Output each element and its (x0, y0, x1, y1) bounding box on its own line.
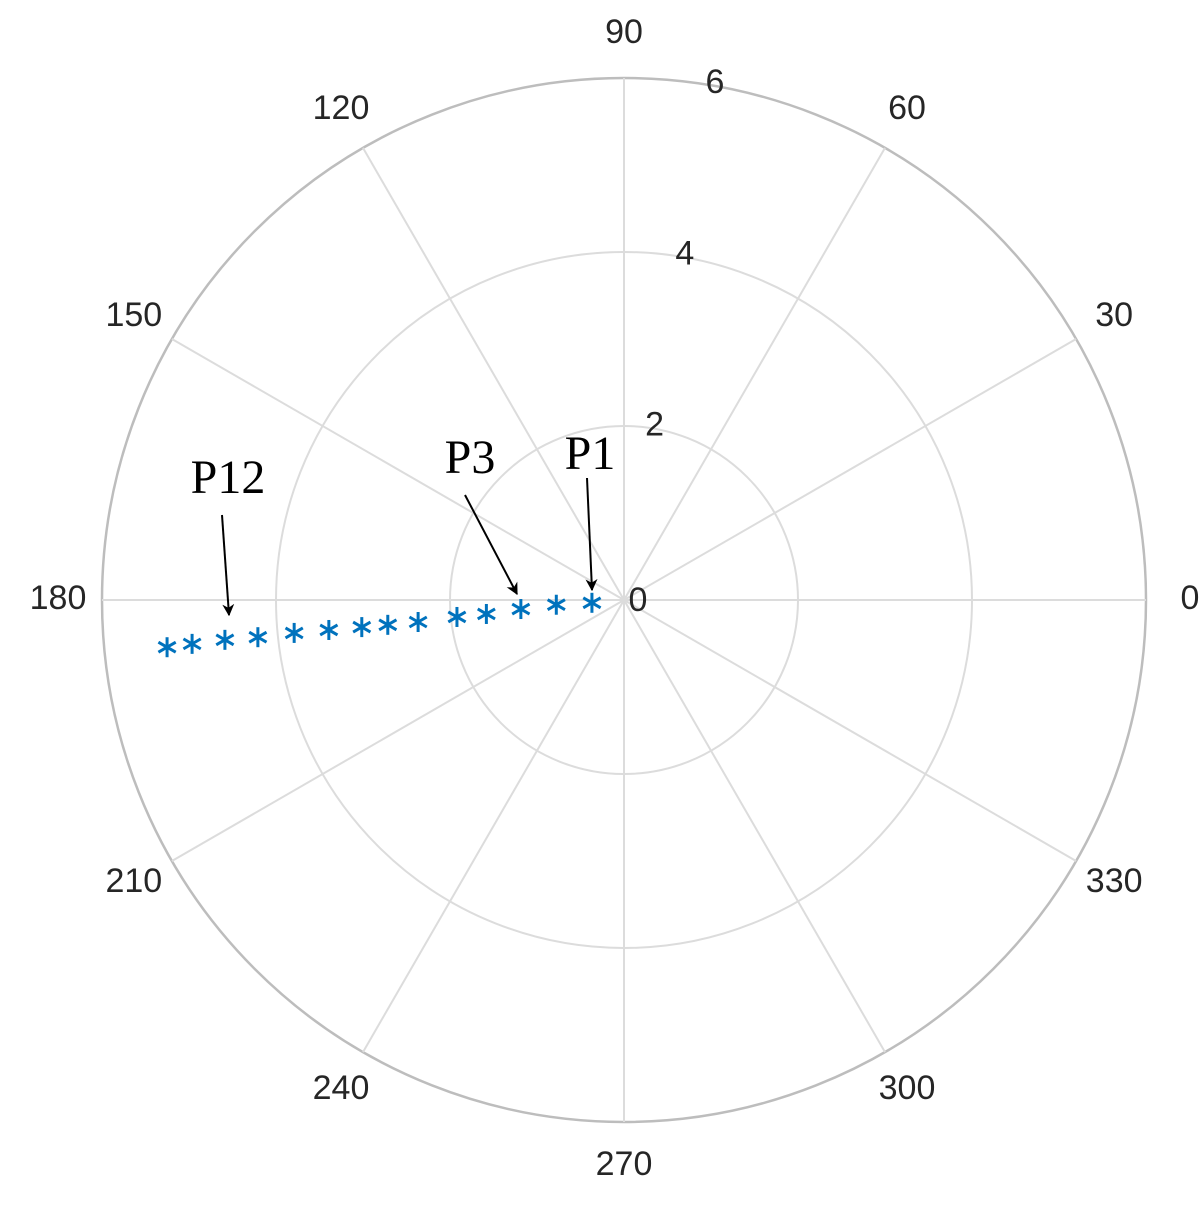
theta-tick-label: 330 (1086, 862, 1143, 900)
grid-spoke (362, 147, 625, 601)
theta-tick-label: 240 (313, 1069, 370, 1107)
r-tick-label: 6 (706, 63, 725, 101)
point (248, 627, 268, 648)
point (215, 629, 235, 650)
r-tick-label: 0 (629, 581, 648, 619)
point (582, 592, 602, 613)
grid-spoke (623, 599, 1077, 862)
theta-tick-label: 150 (105, 296, 162, 334)
point (476, 603, 496, 624)
theta-tick-label: 60 (888, 89, 926, 127)
point (447, 606, 467, 627)
r-tick-label: 4 (675, 234, 694, 272)
grid-spoke (623, 338, 1077, 601)
point (319, 619, 339, 640)
point (352, 617, 372, 638)
r-tick-label: 2 (645, 406, 664, 444)
point (511, 599, 531, 620)
point (182, 633, 202, 654)
theta-tick-label: 270 (596, 1145, 653, 1183)
grid-spoke (171, 599, 625, 862)
theta-tick-label: 30 (1095, 296, 1133, 334)
point (546, 594, 566, 615)
annotation: P12 (191, 451, 266, 504)
point (284, 622, 304, 643)
data-points (157, 592, 602, 658)
annotation: P3 (445, 431, 496, 484)
grid-spoke (171, 338, 625, 601)
grid-spoke (362, 599, 625, 1053)
point (408, 612, 428, 633)
point (157, 637, 177, 658)
theta-tick-label: 300 (879, 1069, 936, 1107)
grid (100, 76, 1148, 1124)
annotation-arrow (585, 477, 598, 592)
annotation-arrow (221, 514, 235, 617)
theta-tick-label: 210 (105, 862, 162, 900)
theta-tick-label: 180 (30, 579, 87, 617)
grid-spoke (623, 599, 886, 1053)
annotation-arrow (464, 494, 518, 596)
grid-spoke (623, 147, 886, 601)
annotation: P1 (565, 427, 616, 480)
theta-tick-label: 120 (313, 89, 370, 127)
point (378, 614, 398, 635)
theta-tick-label: 0 (1181, 579, 1200, 617)
theta-tick-label: 90 (605, 13, 643, 51)
